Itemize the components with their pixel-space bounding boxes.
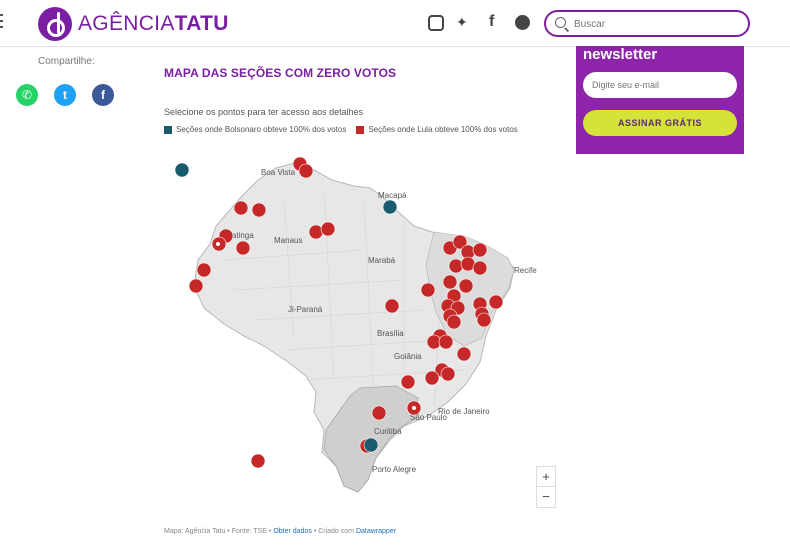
lula-point[interactable] xyxy=(235,240,251,256)
site-header: AGÊNCIATATU ✦ f xyxy=(0,0,790,47)
lula-point[interactable] xyxy=(442,274,458,290)
map-source-text: Mapa: Agência Tatu • Fonte: TSE • xyxy=(164,528,272,535)
municipality-grid xyxy=(223,189,465,420)
brazil-map[interactable]: Boa Vista Macapá Manaus Tabatinga Marabá… xyxy=(164,140,556,512)
city-label-brasilia: Brasília xyxy=(377,329,404,338)
legend-item-bolsonaro[interactable]: Seções onde Bolsonaro obteve 100% dos vo… xyxy=(164,125,346,134)
legend-label: Seções onde Bolsonaro obteve 100% dos vo… xyxy=(176,125,347,134)
lula-point[interactable] xyxy=(452,234,468,250)
logo-text: AGÊNCIATATU xyxy=(78,12,229,35)
datawrapper-link[interactable]: Datawrapper xyxy=(355,528,397,535)
lula-point[interactable] xyxy=(251,202,267,218)
lula-point[interactable] xyxy=(298,163,314,179)
lula-point[interactable] xyxy=(472,260,488,276)
map-zoom-control: + − xyxy=(536,466,556,508)
map-subtitle: Selecione os pontos para ter acesso aos … xyxy=(164,107,364,117)
brazil-map-svg: Boa Vista Macapá Manaus Tabatinga Marabá… xyxy=(174,156,537,493)
city-label-curitiba: Curitiba xyxy=(374,427,402,436)
search-box[interactable] xyxy=(544,10,750,37)
lula-point[interactable] xyxy=(384,298,400,314)
lula-point[interactable] xyxy=(446,314,462,330)
city-label-porto-alegre: Porto Alegre xyxy=(372,465,417,474)
selected-point-marker xyxy=(216,242,220,246)
city-label-boa-vista: Boa Vista xyxy=(261,168,296,177)
legend-label: Seções onde Lula obteve 100% dos votos xyxy=(368,125,518,134)
lula-point[interactable] xyxy=(476,312,492,328)
city-label-tabatinga: Tabatinga xyxy=(219,231,254,240)
bolsonaro-point[interactable] xyxy=(382,199,398,215)
lula-point[interactable] xyxy=(424,370,440,386)
menu-icon[interactable] xyxy=(0,14,3,32)
site-logo[interactable]: AGÊNCIATATU xyxy=(38,6,229,42)
lula-point[interactable] xyxy=(440,366,456,382)
newsletter-box: newsletter ASSINAR GRÁTIS xyxy=(576,46,744,154)
whatsapp-share-icon[interactable]: ✆ xyxy=(16,84,38,106)
newsletter-title: newsletter xyxy=(583,46,658,63)
lula-point[interactable] xyxy=(488,294,504,310)
twitter-icon[interactable]: ✦ xyxy=(456,14,468,30)
lula-point[interactable] xyxy=(250,453,266,469)
city-label-manaus: Manaus xyxy=(274,236,302,245)
map-legend: Seções onde Bolsonaro obteve 100% dos vo… xyxy=(164,125,528,134)
city-label-goiania: Goiânia xyxy=(394,352,422,361)
lula-point[interactable] xyxy=(320,221,336,237)
lula-point[interactable] xyxy=(196,262,212,278)
lula-point[interactable] xyxy=(371,405,387,421)
bolsonaro-point[interactable] xyxy=(174,162,190,178)
lula-point[interactable] xyxy=(308,224,324,240)
facebook-icon[interactable]: f xyxy=(489,13,495,30)
map-footer: Mapa: Agência Tatu • Fonte: TSE • Obter … xyxy=(164,528,396,535)
facebook-share-icon[interactable]: f xyxy=(92,84,114,106)
city-label-rio-de-janeiro: Rio de Janeiro xyxy=(438,407,490,416)
lula-point[interactable] xyxy=(448,258,464,274)
lula-point[interactable] xyxy=(420,282,436,298)
city-label-sao-paulo: São Paulo xyxy=(410,413,447,422)
lula-point[interactable] xyxy=(456,346,472,362)
zoom-out-button[interactable]: − xyxy=(542,489,550,504)
city-label-ji-parana: Ji-Paraná xyxy=(288,305,323,314)
get-data-link[interactable]: Obter dados xyxy=(273,528,312,535)
legend-swatch xyxy=(356,125,365,134)
legend-swatch xyxy=(164,125,172,134)
city-label-recife: Recife xyxy=(514,266,537,275)
search-icon xyxy=(555,17,566,28)
instagram-icon[interactable] xyxy=(428,15,444,31)
lula-point[interactable] xyxy=(233,200,249,216)
subscribe-button[interactable]: ASSINAR GRÁTIS xyxy=(583,110,737,136)
city-label-macapa: Macapá xyxy=(378,191,407,200)
lula-point[interactable] xyxy=(472,242,488,258)
lula-point[interactable] xyxy=(438,334,454,350)
lula-point[interactable] xyxy=(458,278,474,294)
zoom-in-button[interactable]: + xyxy=(537,467,555,487)
twitter-share-icon[interactable]: t xyxy=(54,84,76,106)
legend-item-lula[interactable]: Seções onde Lula obteve 100% dos votos xyxy=(356,125,518,134)
made-with-text: • Criado com xyxy=(313,528,354,535)
lula-point[interactable] xyxy=(188,278,204,294)
search-input[interactable] xyxy=(574,15,744,33)
bolsonaro-point[interactable] xyxy=(363,437,379,453)
logo-mark-icon xyxy=(38,7,72,41)
selected-point-marker xyxy=(412,406,416,410)
lula-point[interactable] xyxy=(400,374,416,390)
share-label: Compartilhe: xyxy=(38,56,95,67)
newsletter-email-input[interactable] xyxy=(583,72,737,98)
map-title: MAPA DAS SEÇÕES COM ZERO VOTOS xyxy=(164,66,397,80)
github-icon[interactable] xyxy=(515,15,530,30)
city-label-maraba: Marabá xyxy=(368,256,396,265)
